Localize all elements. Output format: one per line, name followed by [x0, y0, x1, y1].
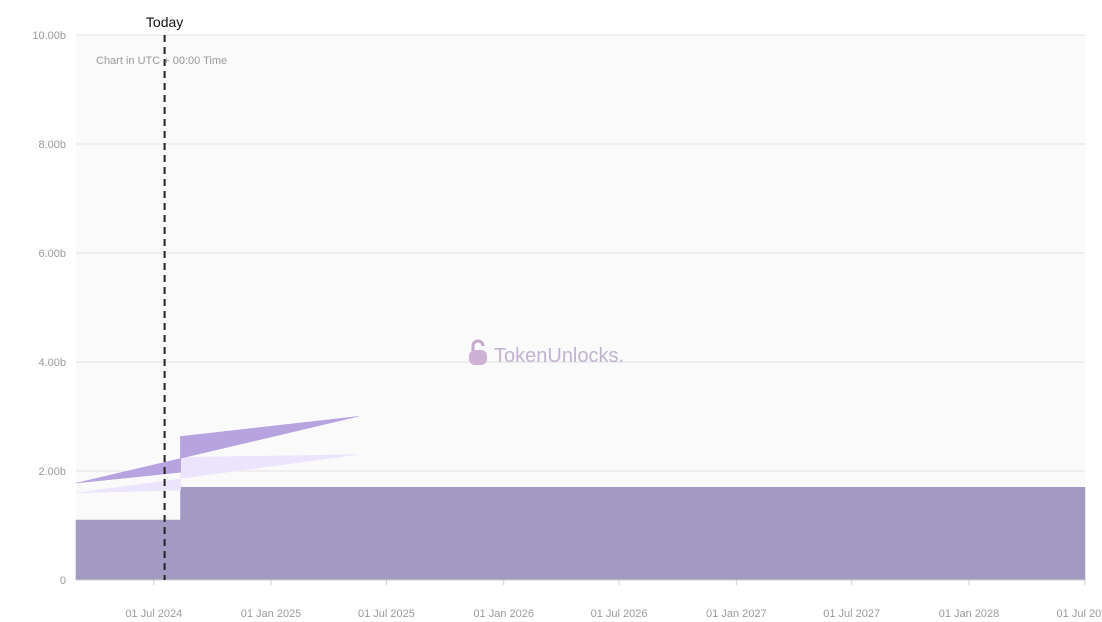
- y-tick-label: 2.00b: [38, 466, 66, 478]
- x-tick-label: 01 Jan 2028: [939, 608, 1000, 620]
- area-series-2[interactable]: [75, 454, 359, 494]
- x-tick-label: 01 Jul 2025: [358, 608, 415, 620]
- watermark: TokenUnlocks.: [469, 339, 624, 367]
- y-tick-label: 0: [60, 575, 66, 587]
- stacked-areas: [75, 416, 1086, 581]
- area-series-6[interactable]: [75, 416, 359, 484]
- y-tick-label: 6.00b: [38, 248, 66, 260]
- y-tick-label: 10.00b: [32, 30, 66, 42]
- watermark-text: TokenUnlocks.: [494, 345, 624, 367]
- x-axis: 01 Jul 2024 01 Jan 2025 01 Jul 2025 01 Jan …: [76, 579, 1102, 620]
- y-tick-label: 8.00b: [38, 139, 66, 151]
- today-marker: Today: [146, 14, 183, 580]
- x-tick-label: 01 Jul 2024: [125, 608, 182, 620]
- today-label: Today: [146, 14, 183, 30]
- x-tick-label: 01 Jan 2026: [473, 608, 534, 620]
- x-tick-label: 01 Jul 2028: [1057, 608, 1102, 620]
- y-tick-label: 4.00b: [38, 357, 66, 369]
- timezone-note: Chart in UTC + 00:00 Time: [96, 55, 227, 67]
- y-axis: 0 2.00b 4.00b 6.00b 8.00b 10.00b: [32, 30, 66, 587]
- x-tick-label: 01 Jan 2025: [241, 608, 302, 620]
- lock-icon: [469, 339, 487, 365]
- x-tick-label: 01 Jul 2027: [823, 608, 880, 620]
- x-tick-label: 01 Jan 2027: [706, 608, 767, 620]
- area-series-1[interactable]: [75, 487, 1086, 581]
- x-tick-label: 01 Jul 2026: [591, 608, 648, 620]
